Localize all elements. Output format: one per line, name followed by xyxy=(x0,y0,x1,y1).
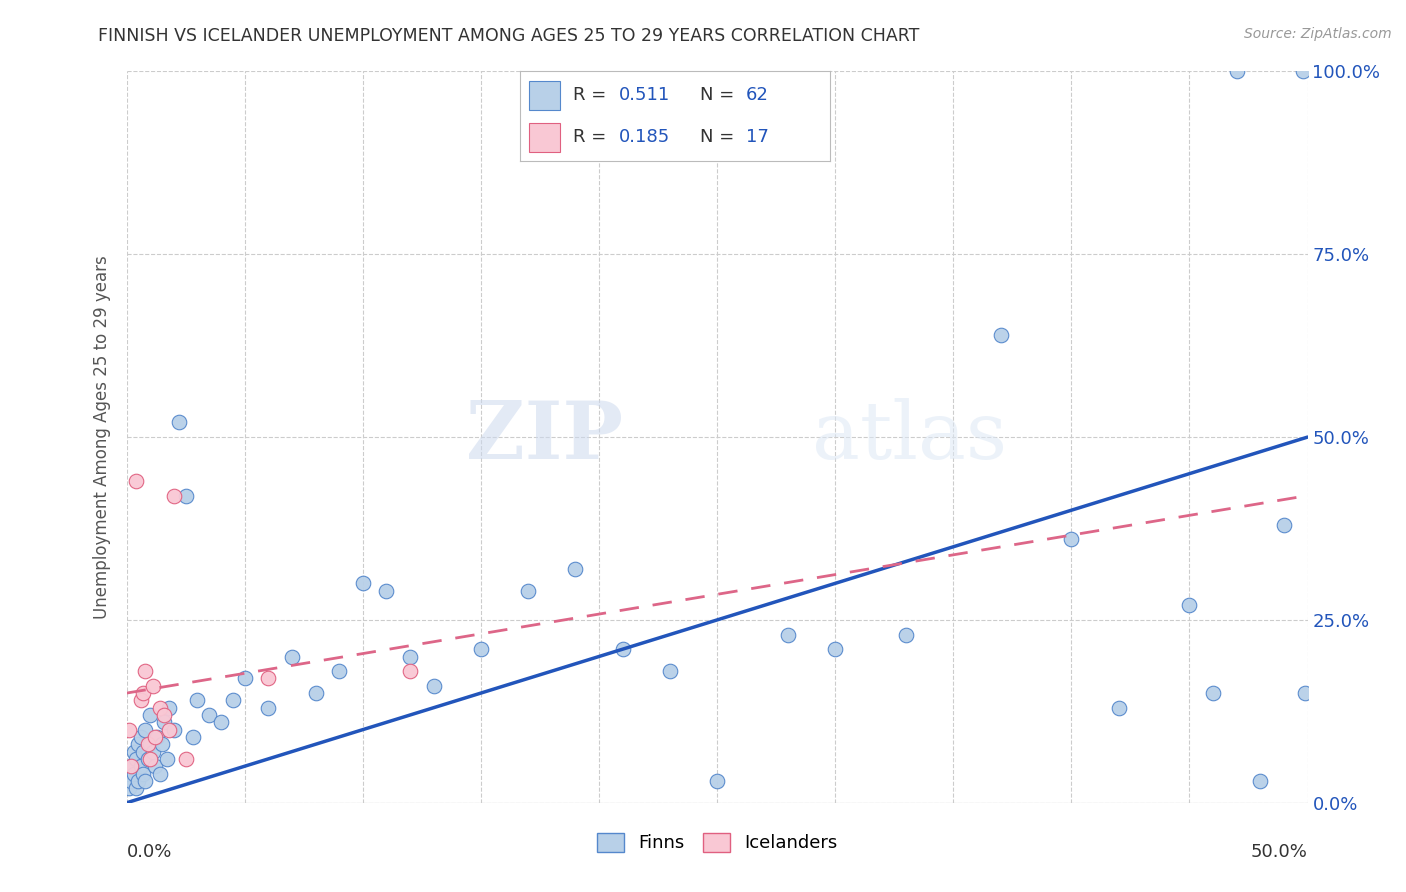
Point xyxy=(706,773,728,788)
Bar xyxy=(530,81,561,110)
Text: FINNISH VS ICELANDER UNEMPLOYMENT AMONG AGES 25 TO 29 YEARS CORRELATION CHART: FINNISH VS ICELANDER UNEMPLOYMENT AMONG … xyxy=(98,27,920,45)
Point xyxy=(120,773,142,788)
Point xyxy=(129,759,152,773)
Point xyxy=(422,679,444,693)
Point xyxy=(990,327,1012,342)
Point xyxy=(120,759,142,773)
Point xyxy=(122,766,145,780)
Point xyxy=(120,759,142,773)
Point xyxy=(153,715,176,730)
Point xyxy=(157,700,180,714)
Point xyxy=(139,708,162,723)
Point xyxy=(132,686,155,700)
Point xyxy=(1202,686,1225,700)
Point xyxy=(304,686,326,700)
Point xyxy=(174,752,197,766)
Point xyxy=(149,700,172,714)
Point xyxy=(209,715,232,730)
Point xyxy=(134,664,156,678)
Point xyxy=(222,693,245,707)
Point xyxy=(181,730,204,744)
Point xyxy=(281,649,304,664)
Point xyxy=(143,759,166,773)
Point xyxy=(118,781,141,796)
Point xyxy=(399,649,422,664)
Point xyxy=(198,708,221,723)
Point xyxy=(375,583,398,598)
Point xyxy=(564,562,586,576)
Point xyxy=(1226,64,1249,78)
Point xyxy=(163,723,186,737)
Point xyxy=(352,576,374,591)
Text: 17: 17 xyxy=(747,128,769,146)
Text: 62: 62 xyxy=(747,87,769,104)
Point xyxy=(127,737,149,751)
Point xyxy=(118,723,141,737)
Point xyxy=(824,642,846,657)
Text: 0.0%: 0.0% xyxy=(127,843,172,861)
Text: R =: R = xyxy=(572,87,612,104)
Point xyxy=(1108,700,1130,714)
Point xyxy=(136,737,159,751)
Point xyxy=(658,664,681,678)
Point xyxy=(399,664,422,678)
Point xyxy=(1272,517,1295,532)
Point xyxy=(129,693,152,707)
Point xyxy=(146,730,169,744)
Text: Source: ZipAtlas.com: Source: ZipAtlas.com xyxy=(1244,27,1392,41)
Point xyxy=(129,730,152,744)
Point xyxy=(257,672,280,686)
Point xyxy=(1060,533,1083,547)
Point xyxy=(125,474,148,488)
Point xyxy=(153,708,176,723)
Point xyxy=(127,773,149,788)
Point xyxy=(257,700,280,714)
Point xyxy=(132,745,155,759)
Point xyxy=(776,627,799,641)
Point xyxy=(612,642,634,657)
Point xyxy=(167,416,190,430)
Point xyxy=(149,766,172,780)
Point xyxy=(174,489,197,503)
Text: ZIP: ZIP xyxy=(465,398,623,476)
Legend: Finns, Icelanders: Finns, Icelanders xyxy=(589,826,845,860)
Point xyxy=(134,723,156,737)
Point xyxy=(517,583,540,598)
Point xyxy=(132,766,155,780)
Text: 50.0%: 50.0% xyxy=(1251,843,1308,861)
Text: N =: N = xyxy=(700,128,740,146)
Point xyxy=(125,781,148,796)
Point xyxy=(125,752,148,766)
Point xyxy=(150,737,173,751)
Point xyxy=(328,664,350,678)
Text: N =: N = xyxy=(700,87,740,104)
Point xyxy=(163,489,186,503)
Point xyxy=(894,627,917,641)
Point xyxy=(186,693,208,707)
Point xyxy=(141,745,163,759)
Point xyxy=(139,752,162,766)
Point xyxy=(1178,599,1201,613)
Text: R =: R = xyxy=(572,128,612,146)
Point xyxy=(136,752,159,766)
Point xyxy=(470,642,492,657)
Point xyxy=(134,773,156,788)
Point xyxy=(143,730,166,744)
Point xyxy=(139,737,162,751)
Point xyxy=(233,672,256,686)
Point xyxy=(1249,773,1271,788)
Point xyxy=(156,752,179,766)
Text: 0.185: 0.185 xyxy=(619,128,671,146)
Text: atlas: atlas xyxy=(811,398,1007,476)
Bar xyxy=(530,123,561,152)
Point xyxy=(122,745,145,759)
Point xyxy=(1294,686,1316,700)
Point xyxy=(141,679,163,693)
Text: 0.511: 0.511 xyxy=(619,87,671,104)
Point xyxy=(1292,64,1315,78)
Y-axis label: Unemployment Among Ages 25 to 29 years: Unemployment Among Ages 25 to 29 years xyxy=(93,255,111,619)
Point xyxy=(157,723,180,737)
